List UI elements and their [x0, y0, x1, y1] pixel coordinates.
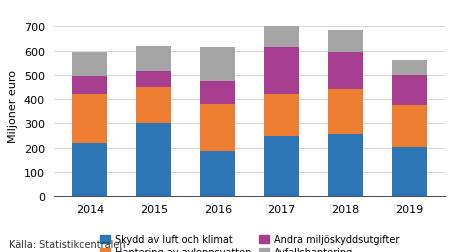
- Bar: [136, 72, 171, 88]
- Bar: [328, 135, 363, 197]
- Bar: [264, 26, 299, 48]
- Bar: [392, 61, 427, 76]
- Bar: [200, 105, 235, 152]
- Bar: [136, 47, 171, 72]
- Text: Källa: Statistikcentralen: Källa: Statistikcentralen: [9, 239, 126, 249]
- Bar: [200, 48, 235, 82]
- Bar: [392, 106, 427, 147]
- Bar: [200, 152, 235, 197]
- Bar: [392, 147, 427, 197]
- Bar: [136, 124, 171, 197]
- Legend: Skydd av luft och klimat, Hantering av avloppsvatten, Andra miljöskyddsutgifter,: Skydd av luft och klimat, Hantering av a…: [96, 230, 403, 252]
- Bar: [328, 53, 363, 90]
- Bar: [392, 76, 427, 106]
- Bar: [200, 82, 235, 105]
- Bar: [264, 137, 299, 197]
- Bar: [328, 31, 363, 53]
- Bar: [72, 95, 108, 143]
- Bar: [264, 48, 299, 94]
- Bar: [72, 53, 108, 77]
- Bar: [264, 94, 299, 137]
- Y-axis label: Miljoner euro: Miljoner euro: [8, 70, 18, 142]
- Bar: [72, 77, 108, 95]
- Bar: [328, 90, 363, 135]
- Bar: [136, 88, 171, 124]
- Bar: [72, 143, 108, 197]
